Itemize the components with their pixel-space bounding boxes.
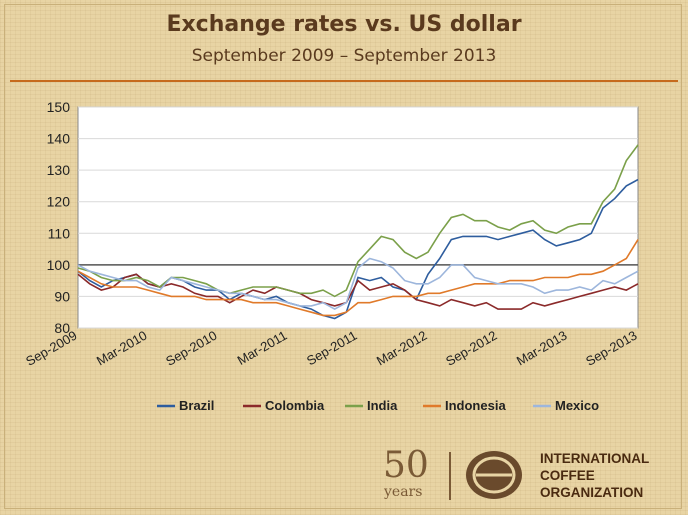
org-name-line3: ORGANIZATION xyxy=(540,485,644,500)
exchange-rate-chart: 80 90 100 110 120 130 140 150 Sep-2009 Mar-2010 Se… xyxy=(23,99,639,413)
logo-divider xyxy=(449,452,451,500)
title-divider xyxy=(10,80,678,82)
y-tick-label: 120 xyxy=(47,194,71,210)
y-tick-label: 130 xyxy=(47,162,71,178)
y-tick-label: 100 xyxy=(47,257,71,273)
slide-frame xyxy=(4,4,682,509)
x-tick-label: Mar-2012 xyxy=(374,328,430,369)
y-tick-label: 80 xyxy=(54,320,70,336)
x-tick-label: Sep-2009 xyxy=(23,328,79,369)
x-tick-label: Mar-2010 xyxy=(94,328,150,369)
legend-label-india: India xyxy=(367,398,398,413)
org-name-line1: INTERNATIONAL xyxy=(540,451,650,466)
legend-label-brazil: Brazil xyxy=(179,398,214,413)
org-name-line2: COFFEE xyxy=(540,468,595,483)
x-tick-label: Mar-2011 xyxy=(235,328,290,368)
plot-area xyxy=(77,106,639,329)
legend-label-colombia: Colombia xyxy=(265,398,325,413)
y-tick-label: 150 xyxy=(47,99,71,115)
legend-label-indonesia: Indonesia xyxy=(445,398,506,413)
x-tick-label: Mar-2013 xyxy=(514,328,570,369)
series-line-indonesia xyxy=(77,239,639,317)
anniversary-number: 50 xyxy=(383,445,429,486)
legend-label-mexico: Mexico xyxy=(555,398,599,413)
y-tick-label: 90 xyxy=(54,288,70,304)
y-tick-label: 110 xyxy=(48,225,71,241)
org-name: INTERNATIONAL COFFEE ORGANIZATION xyxy=(540,450,649,501)
x-tick-label: Sep-2013 xyxy=(583,328,639,369)
x-tick-label: Sep-2011 xyxy=(304,328,359,369)
y-tick-label: 140 xyxy=(47,131,71,147)
chart-subtitle: September 2009 – September 2013 xyxy=(191,46,497,66)
anniversary-word: years xyxy=(384,484,423,500)
series-line-mexico xyxy=(77,257,639,311)
coffee-bean-icon xyxy=(466,451,522,499)
x-tick-label: Sep-2010 xyxy=(163,328,219,369)
series-line-colombia xyxy=(77,273,639,310)
chart-title: Exchange rates vs. US dollar xyxy=(166,12,522,37)
x-tick-label: Sep-2012 xyxy=(443,328,499,369)
